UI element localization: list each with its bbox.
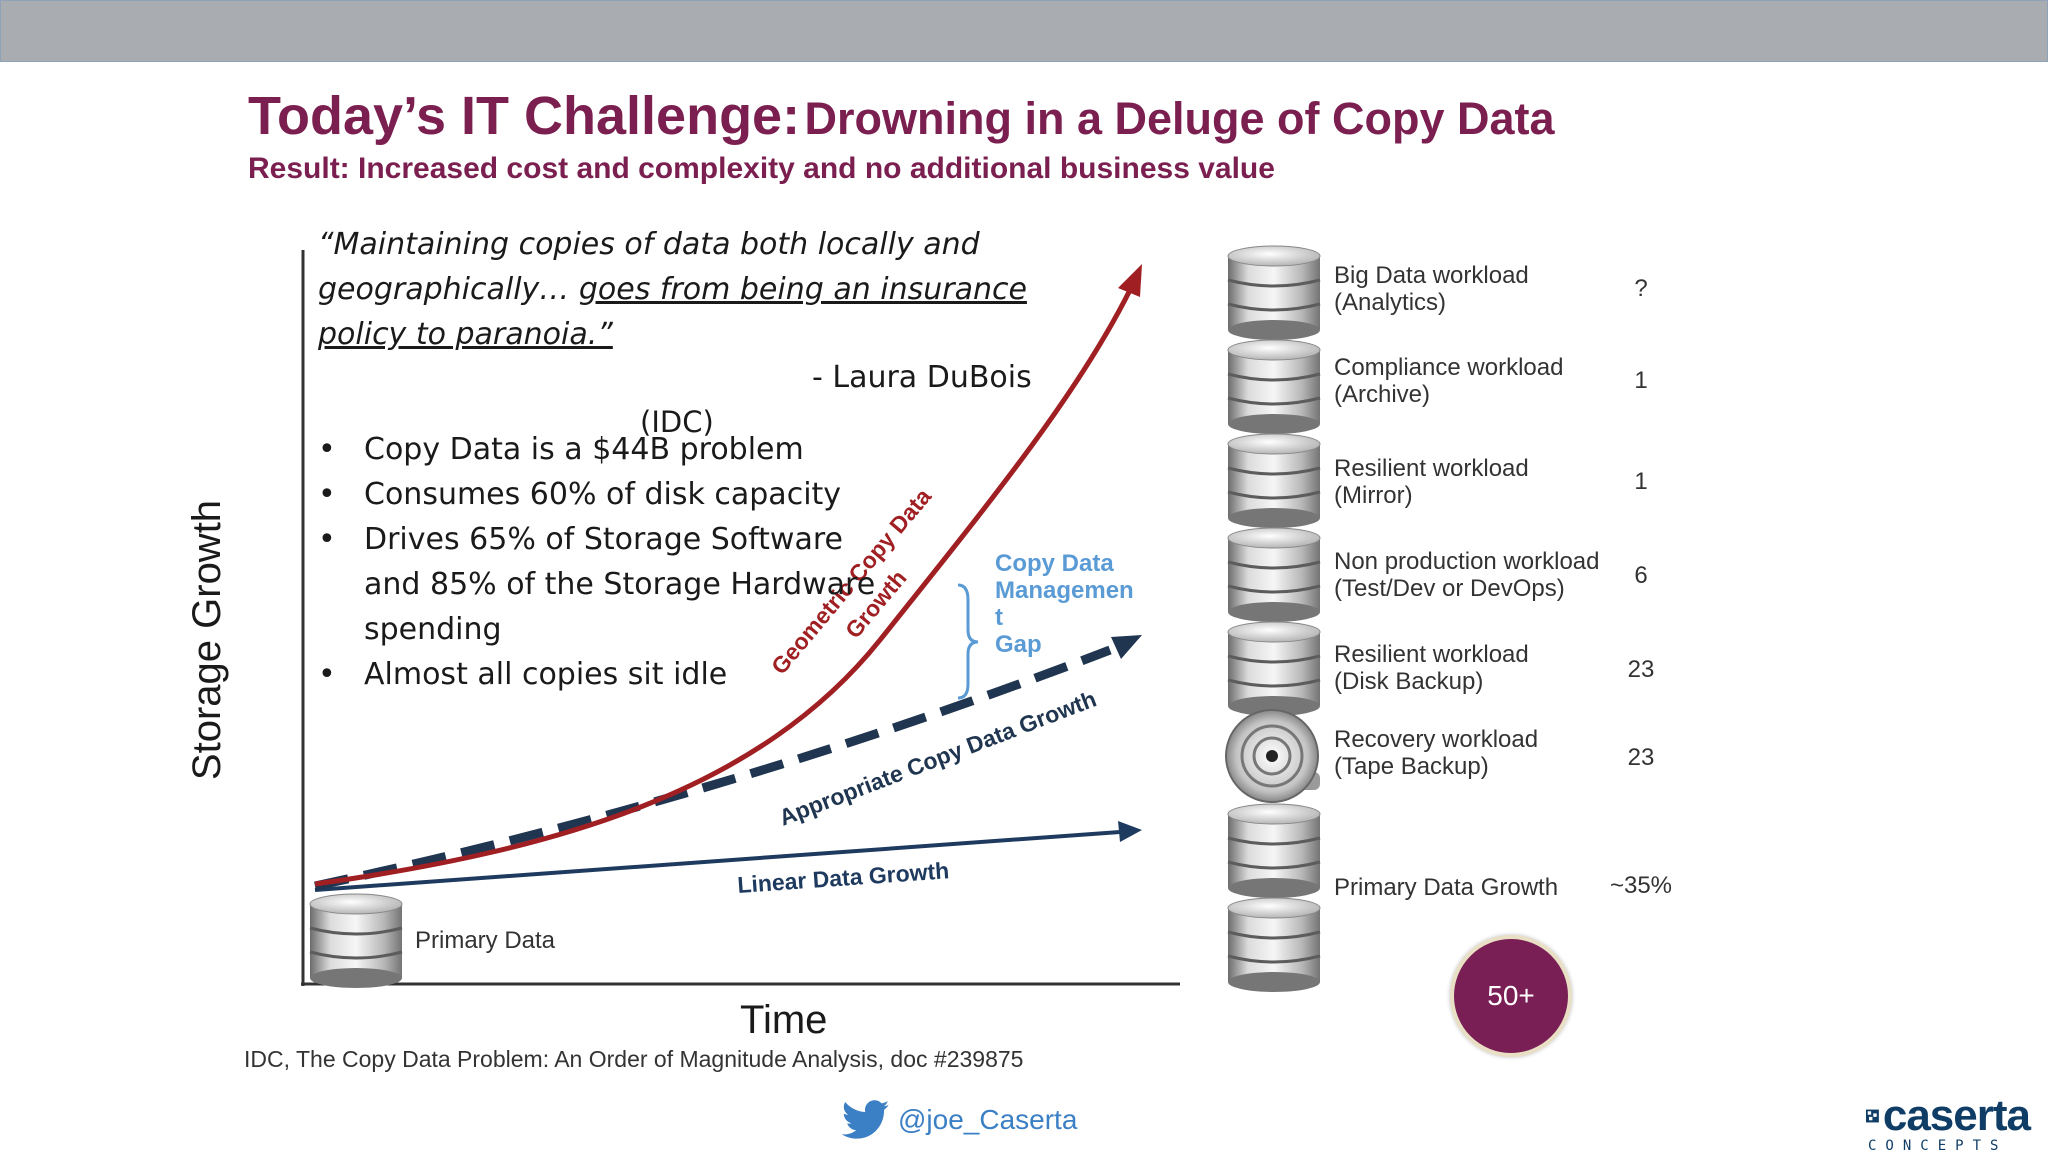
workload-label: Primary Data Growth (1334, 874, 1559, 901)
workload-label: Recovery workload (Tape Backup) (1334, 726, 1539, 780)
quote-line-2: geographically… goes from being an insur… (318, 272, 1027, 307)
workload-value: 1 (1634, 468, 1648, 495)
workload-value: ~35% (1609, 872, 1673, 899)
workload-label: Resilient workload (Mirror) (1334, 455, 1529, 509)
bullet-list: Copy Data is a $44B problem Consumes 60%… (318, 427, 878, 697)
y-axis-label: Storage Growth (185, 499, 229, 781)
workload-value: 6 (1634, 562, 1648, 589)
workload-value: 23 (1627, 656, 1655, 683)
bullet-item: Consumes 60% of disk capacity (318, 472, 878, 517)
quote: “Maintaining copies of data both locally… (318, 222, 1088, 357)
gap-label: Copy Data Managemen t Gap (995, 550, 1134, 658)
title-main: Today’s IT Challenge: (248, 86, 801, 146)
top-bar (0, 0, 2048, 62)
workload-label: Big Data workload (Analytics) (1334, 262, 1529, 316)
workload-label: Resilient workload (Disk Backup) (1334, 641, 1529, 695)
bullet-item: Drives 65% of Storage Software and 85% o… (318, 517, 878, 652)
x-axis-label: Time (740, 998, 828, 1042)
workload-value: 23 (1627, 744, 1655, 771)
primary-data-label: Primary Data (415, 927, 556, 954)
citation: IDC, The Copy Data Problem: An Order of … (244, 1046, 1024, 1072)
twitter-handle-text: @joe_Caserta (898, 1104, 1078, 1135)
twitter-handle[interactable]: @joe_Caserta (842, 1100, 1077, 1140)
workload-value: 1 (1634, 367, 1648, 394)
quote-author: - Laura DuBois (812, 360, 1032, 395)
workload-value: ? (1634, 275, 1648, 302)
company-logo: caserta CONCEPTS (1866, 1094, 2031, 1154)
logo-tagline: CONCEPTS (1868, 1138, 2008, 1154)
bullet-item: Copy Data is a $44B problem (318, 427, 878, 472)
workload-label: Non production workload (Test/Dev or DevO… (1334, 548, 1600, 602)
slide-title: Today’s IT Challenge: Drowning in a Delu… (248, 85, 1555, 147)
bullet-item: Almost all copies sit idle (318, 652, 878, 697)
quote-line-3: policy to paranoia.” (318, 317, 613, 352)
quote-line-1: “Maintaining copies of data both locally… (318, 227, 980, 262)
slide-subtitle: Result: Increased cost and complexity an… (248, 152, 1275, 185)
workload-label: Compliance workload (Archive) (1334, 354, 1564, 408)
logo-name: caserta (1866, 1094, 2031, 1138)
twitter-bird-icon (842, 1100, 890, 1139)
title-secondary: Drowning in a Deluge of Copy Data (804, 93, 1555, 144)
logo-mark-icon (1866, 1109, 1879, 1123)
total-copies-badge: 50+ (1450, 935, 1572, 1057)
